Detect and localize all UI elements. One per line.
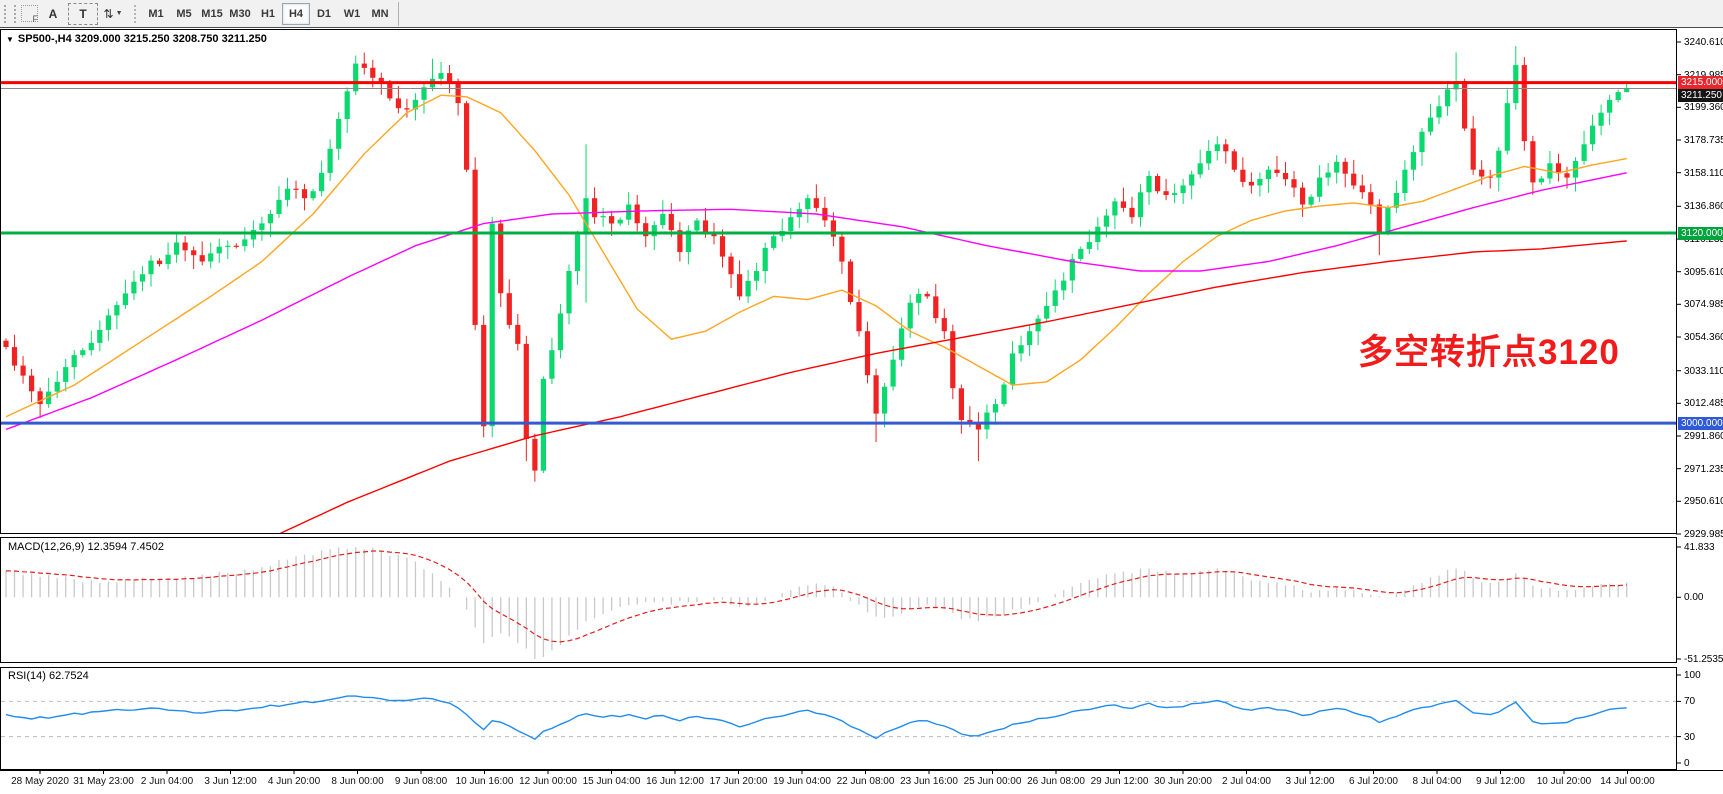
date-axis-label: 3 Jun 12:00: [204, 776, 257, 787]
date-axis-label: 10 Jun 16:00: [455, 776, 514, 787]
timeframe-button-d1[interactable]: D1: [316, 7, 332, 20]
rsi-axis-label: 70: [1684, 696, 1696, 707]
rsi-axis-label: 100: [1684, 670, 1701, 681]
arrows-icon: ⇅: [103, 6, 114, 21]
price-axis-label: 3054.360: [1684, 332, 1723, 343]
date-axis-label: 3 Jul 12:00: [1285, 776, 1335, 787]
rsi-axis-label: 0: [1684, 758, 1690, 769]
date-axis-label: 28 May 2020: [11, 776, 69, 787]
macd-axis-label: -51.2535: [1684, 654, 1723, 665]
price-badge-3211-250: 3211.250: [1678, 89, 1723, 102]
date-axis-label: 31 May 23:00: [73, 776, 134, 787]
price-axis-label: 2929.985: [1684, 529, 1723, 540]
price-axis-label: 2950.610: [1684, 496, 1723, 507]
toolbar-separator: [134, 4, 136, 23]
date-axis-label: 23 Jun 16:00: [900, 776, 958, 787]
toolbar-separator-line: [398, 1, 399, 26]
price-badge-3120-000: 3120.000: [1678, 227, 1723, 240]
date-axis-label: 14 Jul 00:00: [1600, 776, 1655, 787]
timeframe-button-w1[interactable]: W1: [343, 7, 361, 20]
timeframe-button-mn[interactable]: MN: [371, 7, 389, 20]
ma-fast-orange: [5, 94, 1627, 418]
date-axis-label: 29 Jun 12:00: [1090, 776, 1149, 787]
macd-axis-label: 0.00: [1684, 592, 1704, 603]
date-axis-label: 9 Jul 12:00: [1476, 776, 1525, 787]
arrow-objects-button[interactable]: ⇅ ▼: [98, 3, 128, 25]
f-icon-label: F: [32, 14, 39, 24]
date-axis-label: 30 Jun 20:00: [1154, 776, 1212, 787]
date-axis-label: 9 Jun 08:00: [394, 776, 448, 787]
date-axis-label: 26 Jun 08:00: [1027, 776, 1085, 787]
rsi-axis-label: 30: [1684, 732, 1696, 743]
price-axis-label: 3012.485: [1684, 398, 1723, 409]
date-axis-label: 10 Jul 20:00: [1536, 776, 1592, 787]
rsi-line: [5, 695, 1627, 741]
timeframe-button-h4[interactable]: H4: [282, 2, 310, 25]
text-box-tool-button[interactable]: T: [68, 2, 98, 25]
chart-title-text: SP500-,H4 3209.000 3215.250 3208.750 321…: [17, 33, 267, 45]
macd-label: MACD(12,26,9) 12.3594 7.4502: [8, 541, 164, 553]
rsi-label: RSI(14) 62.7524: [8, 670, 89, 682]
chart-title: ▼ SP500-,H4 3209.000 3215.250 3208.750 32…: [6, 33, 267, 45]
price-axis-label: 3095.610: [1684, 267, 1723, 278]
price-axis-label: 3136.860: [1684, 201, 1723, 212]
indicator-f-icon[interactable]: F: [21, 5, 39, 24]
chart-text-annotation: 多空转折点3120: [1358, 333, 1620, 372]
price-axis-label: 3074.985: [1684, 299, 1723, 310]
price-axis-label: 3158.110: [1684, 168, 1723, 179]
date-axis-label: 6 Jul 20:00: [1349, 776, 1398, 787]
timeframe-button-m1[interactable]: M1: [148, 7, 164, 20]
price-axis-label: 3199.360: [1684, 102, 1723, 113]
date-axis-label: 8 Jun 00:00: [331, 776, 384, 787]
price-badge-3215-000: 3215.000: [1678, 76, 1723, 89]
macd-histogram: [5, 547, 1628, 659]
date-axis-label: 22 Jun 08:00: [836, 776, 895, 787]
date-axis-label: 12 Jun 00:00: [519, 776, 577, 787]
date-axis-label: 17 Jun 20:00: [709, 776, 768, 787]
date-axis-label: 19 Jun 04:00: [773, 776, 831, 787]
title-collapse-icon[interactable]: ▼: [6, 35, 14, 44]
date-axis-label: 8 Jul 04:00: [1412, 776, 1462, 787]
dropdown-caret-icon[interactable]: ▼: [115, 10, 123, 17]
date-axis-label: 15 Jun 04:00: [582, 776, 641, 787]
date-axis-label: 25 Jun 00:00: [963, 776, 1022, 787]
macd-signal-line: [5, 550, 1627, 643]
date-axis-label: 2 Jul 04:00: [1222, 776, 1271, 787]
price-axis-label: 3219.985: [1684, 70, 1723, 81]
price-axis-label: 2991.860: [1684, 431, 1723, 442]
price-badge-3000-000: 3000.000: [1678, 417, 1723, 430]
ma-mid-magenta: [5, 172, 1627, 431]
date-axis-label: 4 Jun 20:00: [267, 776, 321, 787]
candlestick-series: [3, 46, 1630, 482]
ma-slow-red: [279, 240, 1627, 533]
timeframe-button-m15[interactable]: M15: [201, 7, 223, 20]
timeframe-button-h1[interactable]: H1: [260, 7, 276, 20]
timeframe-button-m30[interactable]: M30: [229, 7, 251, 20]
macd-axis-label: 41.833: [1684, 542, 1715, 553]
text-label-tool-button[interactable]: A: [48, 6, 58, 21]
date-axis-label: 2 Jun 04:00: [140, 776, 194, 787]
price-axis-label: 2971.235: [1684, 464, 1723, 475]
price-axis-label: 3178.735: [1684, 135, 1723, 146]
price-axis-label: 3033.110: [1684, 366, 1723, 377]
timeframe-button-m5[interactable]: M5: [176, 7, 192, 20]
top-toolbar: F A T ⇅ ▼ M1 M5 M15 M30 H1 H4 D1 W1 MN: [0, 0, 1723, 28]
price-axis-label: 3240.610: [1684, 37, 1723, 48]
timeframe-button-group: M1 M5 M15 M30 H1 H4 D1 W1 MN: [142, 2, 394, 25]
toolbar-drag-grip[interactable]: [4, 4, 16, 23]
date-axis-label: 16 Jun 12:00: [646, 776, 704, 787]
